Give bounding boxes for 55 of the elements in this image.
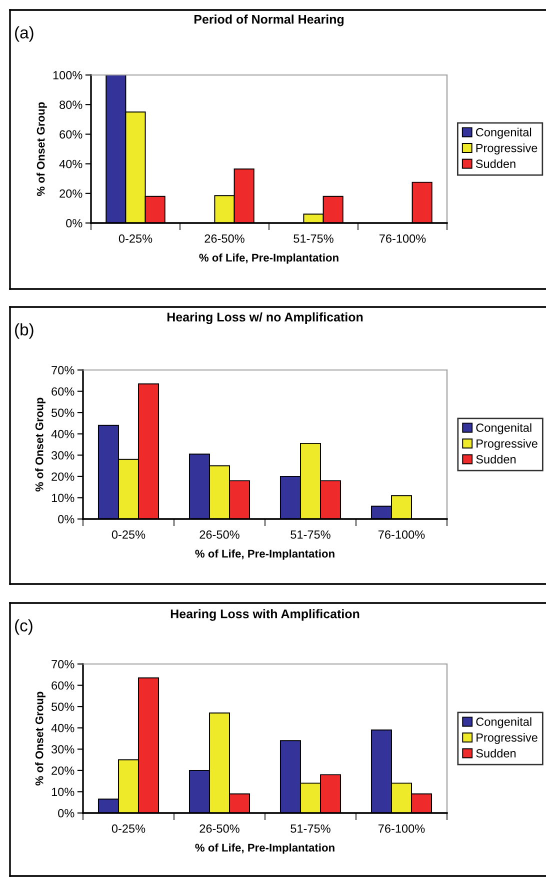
y-tick-label: 0% <box>58 809 74 818</box>
chart-title: Hearing Loss w/ no Amplification <box>167 312 363 324</box>
y-tick-label: 10% <box>52 494 74 502</box>
y-tick-label: 40% <box>51 724 74 732</box>
legend-label: Progressive <box>476 733 538 744</box>
y-tick-label: 20% <box>60 189 82 198</box>
y-tick-label: 50% <box>52 702 74 711</box>
y-tick-label: 10% <box>52 788 74 796</box>
x-axis-title: % of Life, Pre-Implantation <box>195 843 334 854</box>
x-tick-label: 76-100% <box>379 234 426 243</box>
x-axis-title: % of Life, Pre-Implantation <box>195 549 334 560</box>
x-tick-label: 51-75% <box>290 824 330 833</box>
legend-label: Progressive <box>476 144 538 155</box>
y-tick-label: 60% <box>52 387 74 396</box>
x-tick-label: 51-75% <box>290 530 330 539</box>
y-tick-label: 60% <box>52 681 74 690</box>
x-tick-label: 0-25% <box>118 234 152 243</box>
x-tick-label: 51-75% <box>294 234 334 243</box>
legend-label: Sudden <box>476 748 516 758</box>
y-tick-label: 30% <box>51 745 74 754</box>
x-tick-label: 76-100% <box>378 530 425 539</box>
y-tick-label: 60% <box>60 130 82 139</box>
y-tick-label: 0% <box>58 515 74 524</box>
y-tick-label: 40% <box>59 160 82 168</box>
legend-label: Sudden <box>476 454 516 464</box>
chart-title: Period of Normal Hearing <box>194 14 344 26</box>
legend-label: Sudden <box>476 159 516 168</box>
x-tick-label: 0-25% <box>112 824 146 833</box>
y-tick-label: 70% <box>52 660 74 668</box>
x-tick-label: 76-100% <box>378 824 425 833</box>
y-axis-title: % of Onset Group <box>35 398 46 492</box>
chart-title: Hearing Loss with Amplification <box>170 609 360 621</box>
text: (b) <box>15 323 34 339</box>
y-tick-label: 100% <box>53 71 82 80</box>
y-tick-label: 20% <box>52 766 74 775</box>
legend-label: Congenital <box>476 717 532 728</box>
y-tick-label: 50% <box>52 408 74 417</box>
legend-label: Progressive <box>476 439 538 450</box>
y-tick-label: 20% <box>52 472 74 481</box>
text: (c) <box>15 619 32 635</box>
x-tick-label: 0-25% <box>112 530 146 539</box>
y-tick-label: 40% <box>51 430 74 438</box>
x-tick-label: 26-50% <box>200 530 240 539</box>
y-tick-label: 70% <box>52 366 74 374</box>
y-axis-title: % of Onset Group <box>36 102 47 196</box>
x-axis-title: % of Life, Pre-Implantation <box>199 253 338 264</box>
text: (a) <box>15 26 34 42</box>
x-tick-label: 26-50% <box>204 234 244 243</box>
y-tick-label: 30% <box>51 451 74 460</box>
y-axis-title: % of Onset Group <box>35 692 46 786</box>
legend-label: Congenital <box>476 128 532 139</box>
y-tick-label: 0% <box>66 219 82 228</box>
y-tick-label: 80% <box>60 100 82 109</box>
legend-label: Congenital <box>476 423 532 434</box>
x-tick-label: 26-50% <box>200 824 240 833</box>
